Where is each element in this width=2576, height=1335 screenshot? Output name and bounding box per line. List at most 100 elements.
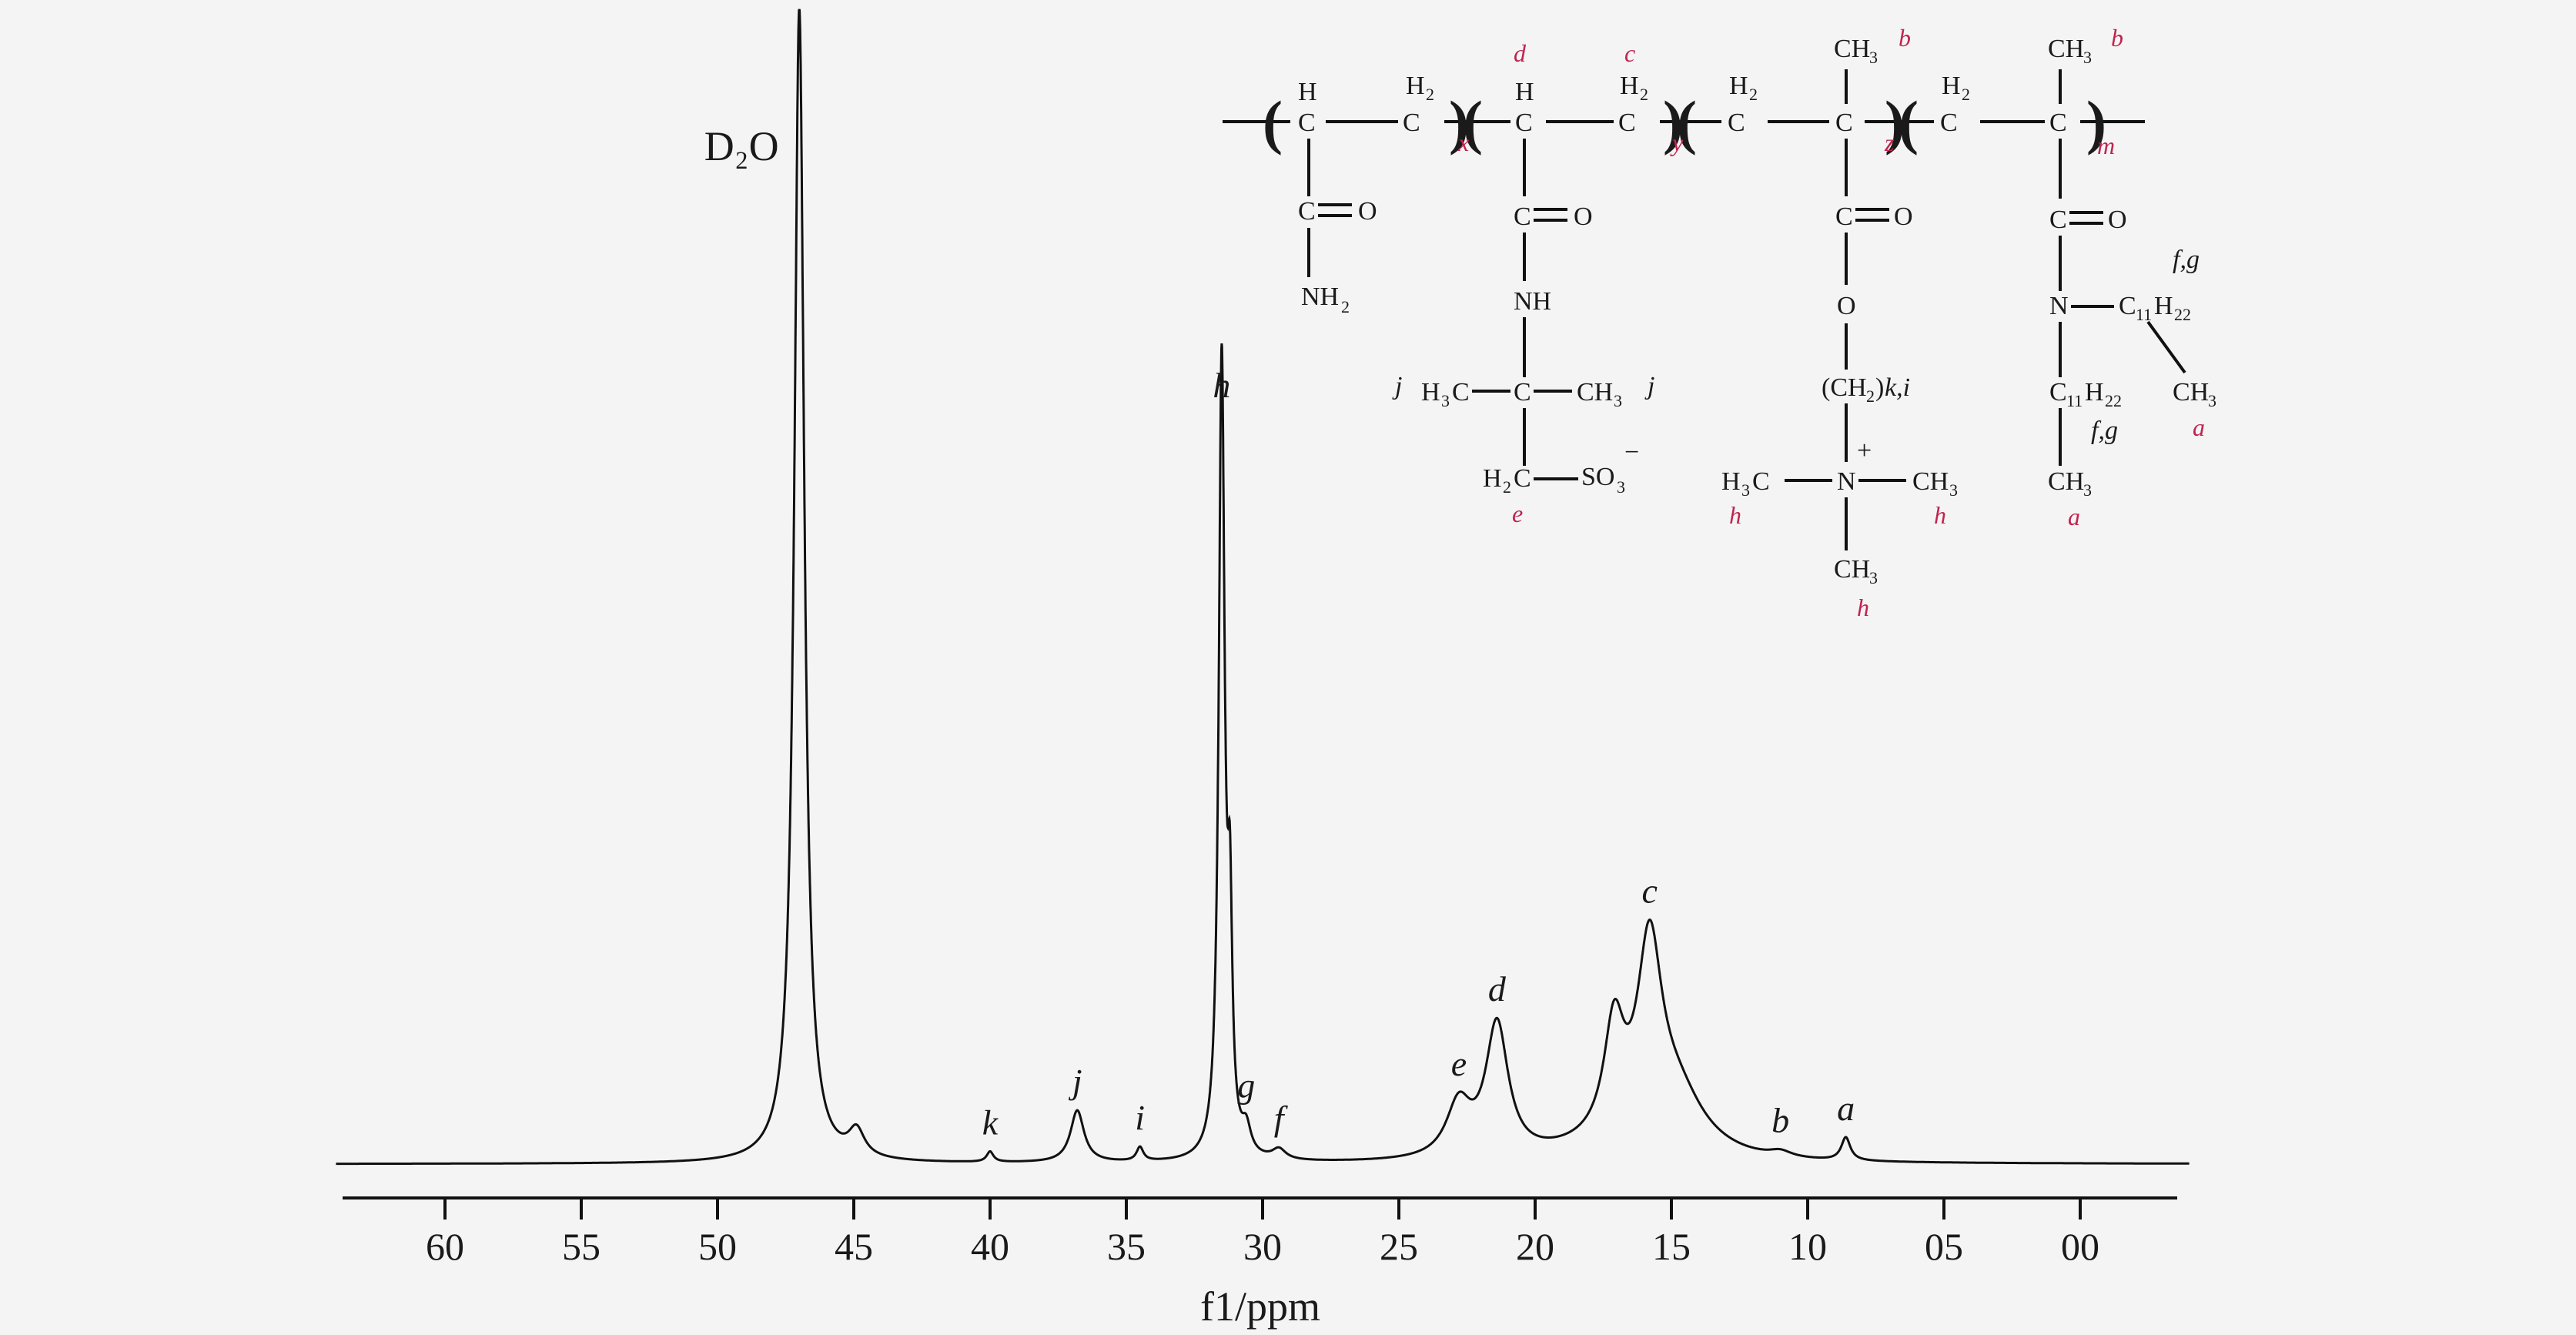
peak-label: k bbox=[982, 1102, 999, 1142]
atom-bg bbox=[1290, 102, 1326, 142]
atom-n: N bbox=[1837, 467, 1856, 496]
x-tick-label: 40 bbox=[971, 1225, 1009, 1268]
structure-inset: ( ) ( ) ( ) ( ) H C C H 2 C O NH 2 x H C… bbox=[1223, 24, 2216, 621]
atom-ch2n: (CH bbox=[1822, 373, 1867, 402]
atom-ch3: CH bbox=[2048, 35, 2084, 63]
label-j: j bbox=[1644, 372, 1654, 400]
x-axis: 60 55 50 45 40 35 30 25 20 15 10 05 00 f1/ppm bbox=[343, 1196, 2177, 1330]
bond bbox=[2146, 320, 2186, 374]
paren: ) bbox=[1663, 89, 1683, 156]
atom-o: O bbox=[1574, 202, 1593, 231]
label-j: j bbox=[1392, 372, 1402, 400]
subscript: 2 bbox=[1962, 85, 1970, 104]
x-tick-label: 45 bbox=[835, 1225, 873, 1268]
peak-label: D₂O bbox=[704, 123, 779, 169]
atom-c: C bbox=[1298, 197, 1316, 226]
subscript: 2 bbox=[1503, 477, 1511, 497]
atom-o: O bbox=[1894, 202, 1913, 231]
subscript: 3 bbox=[1741, 480, 1750, 500]
atom-n: N bbox=[2049, 292, 2069, 320]
atom-c11h22: C bbox=[2049, 378, 2067, 407]
atom-c: C bbox=[1835, 109, 1853, 137]
atom-h: H bbox=[1406, 72, 1425, 100]
atom-c: C bbox=[1514, 464, 1531, 493]
x-tick-label: 10 bbox=[1788, 1225, 1827, 1268]
subscript-z: z bbox=[1884, 129, 1895, 156]
label-b: b bbox=[2111, 24, 2123, 52]
atom-c: C bbox=[1515, 109, 1533, 137]
atom-o: O bbox=[1837, 292, 1856, 320]
x-tick-label: 35 bbox=[1107, 1225, 1146, 1268]
subscript: 22 bbox=[2174, 305, 2191, 324]
charge-plus: + bbox=[1857, 437, 1872, 465]
x-axis-label: f1/ppm bbox=[1200, 1283, 1320, 1330]
peak-label: c bbox=[1641, 872, 1657, 911]
atom-ch3: CH bbox=[1834, 555, 1870, 584]
atom-bg bbox=[1934, 102, 1980, 142]
subscript: 3 bbox=[1614, 391, 1622, 410]
atom-o: O bbox=[2108, 206, 2127, 234]
atom-ch3: CH bbox=[2048, 467, 2084, 496]
label-h: h bbox=[1729, 501, 1741, 529]
x-tick-label: 15 bbox=[1652, 1225, 1691, 1268]
atom-ch3: CH bbox=[1834, 35, 1870, 63]
subscript: 3 bbox=[1949, 480, 1958, 500]
paren: ) bbox=[1885, 89, 1905, 156]
atom-c: C bbox=[1514, 202, 1531, 231]
atom-ch2: C bbox=[1403, 109, 1420, 137]
peak-label: f bbox=[1274, 1099, 1289, 1138]
subscript: 2 bbox=[1341, 297, 1350, 316]
atom-h: H bbox=[1515, 78, 1534, 106]
atom-h2c: H bbox=[1483, 464, 1502, 493]
atom-bg bbox=[1398, 102, 1444, 142]
peak-label: h bbox=[1213, 366, 1230, 405]
x-tick-label: 25 bbox=[1380, 1225, 1418, 1268]
paren: ) bbox=[1449, 89, 1469, 156]
x-axis-ticks: 60 55 50 45 40 35 30 25 20 15 10 05 00 bbox=[426, 1198, 2099, 1268]
peak-label: g bbox=[1237, 1066, 1255, 1106]
atom-c11h22: H bbox=[2154, 292, 2173, 320]
atom-c: C bbox=[1728, 109, 1745, 137]
paren: ( bbox=[1677, 89, 1697, 156]
atom-c: C bbox=[1514, 378, 1531, 407]
spectrum-plot: D₂O k j i h gf e d c b a bbox=[336, 8, 2190, 1166]
label-h: h bbox=[1857, 594, 1869, 621]
label-a: a bbox=[2068, 503, 2080, 530]
subscript: 2 bbox=[1640, 85, 1648, 104]
peak-label: i bbox=[1135, 1098, 1145, 1137]
peak-label: j bbox=[1069, 1062, 1082, 1101]
x-tick-label: 60 bbox=[426, 1225, 464, 1268]
atom-h: H bbox=[1942, 72, 1961, 100]
subscript: 3 bbox=[1869, 48, 1878, 67]
subscript-m: m bbox=[2097, 132, 2115, 159]
paren: ) bbox=[2086, 89, 2106, 156]
label-d: d bbox=[1514, 39, 1527, 67]
atom-bg bbox=[1614, 102, 1660, 142]
atom-c: C bbox=[2049, 206, 2067, 234]
atom-h3c: C bbox=[1752, 467, 1770, 496]
atom-ch3: CH bbox=[1577, 378, 1613, 407]
x-tick-label: 20 bbox=[1516, 1225, 1554, 1268]
subscript: 2 bbox=[1866, 386, 1875, 406]
atom-ch3: CH bbox=[2173, 378, 2209, 407]
atom-o: O bbox=[1358, 197, 1377, 226]
atom-bg bbox=[1721, 102, 1768, 142]
subscript: 3 bbox=[2083, 48, 2092, 67]
atom-h: H bbox=[1620, 72, 1639, 100]
atom-c11h22: H bbox=[2085, 378, 2104, 407]
atom-c: C bbox=[2049, 109, 2067, 137]
spectrum-line bbox=[336, 8, 2190, 1166]
atom-nh: NH bbox=[1514, 287, 1551, 316]
atom-h3c: H bbox=[1421, 378, 1440, 407]
subscript: 3 bbox=[1441, 391, 1450, 410]
atom-so3: SO bbox=[1581, 463, 1614, 491]
label-b: b bbox=[1899, 24, 1911, 52]
atom-c: C bbox=[1298, 109, 1316, 137]
x-tick-label: 00 bbox=[2061, 1225, 2099, 1268]
atom-c11h22: C bbox=[2119, 292, 2136, 320]
x-tick-label: 50 bbox=[698, 1225, 737, 1268]
peak-label: d bbox=[1488, 969, 1507, 1009]
subscript: 3 bbox=[2083, 480, 2092, 500]
label-e: e bbox=[1512, 500, 1523, 527]
